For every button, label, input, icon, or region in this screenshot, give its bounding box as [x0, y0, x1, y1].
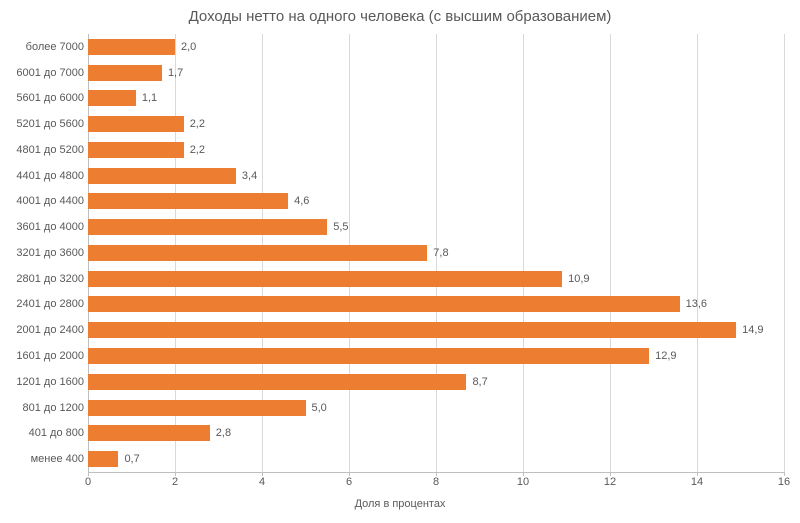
- bar: [88, 271, 562, 287]
- bar-value-label: 0,7: [118, 451, 139, 467]
- bar-row: 13,6: [88, 296, 784, 312]
- bar: [88, 65, 162, 81]
- y-category-label: 6001 до 7000: [4, 65, 84, 81]
- bar-row: 3,4: [88, 168, 784, 184]
- bar-value-label: 2,0: [175, 39, 196, 55]
- bar: [88, 296, 680, 312]
- bar-row: 14,9: [88, 322, 784, 338]
- x-tick-label: 0: [85, 476, 91, 488]
- y-category-label: 1601 до 2000: [4, 348, 84, 364]
- bar-value-label: 4,6: [288, 193, 309, 209]
- bar-row: 5,5: [88, 219, 784, 235]
- bar-row: 4,6: [88, 193, 784, 209]
- y-category-label: 3201 до 3600: [4, 245, 84, 261]
- y-category-label: 2001 до 2400: [4, 322, 84, 338]
- x-axis-label: Доля в процентах: [0, 498, 800, 510]
- y-category-label: менее 400: [4, 451, 84, 467]
- bar: [88, 90, 136, 106]
- bar-value-label: 3,4: [236, 168, 257, 184]
- bar-row: 5,0: [88, 400, 784, 416]
- chart-title: Доходы нетто на одного человека (с высши…: [0, 8, 800, 25]
- bar: [88, 425, 210, 441]
- y-category-label: 5601 до 6000: [4, 90, 84, 106]
- bar-value-label: 5,5: [327, 219, 348, 235]
- bar: [88, 322, 736, 338]
- bar-value-label: 14,9: [736, 322, 763, 338]
- y-category-label: 4401 до 4800: [4, 168, 84, 184]
- y-category-label: более 7000: [4, 39, 84, 55]
- bar-row: 7,8: [88, 245, 784, 261]
- bar-value-label: 5,0: [306, 400, 327, 416]
- bar-row: 10,9: [88, 271, 784, 287]
- bar-row: 8,7: [88, 374, 784, 390]
- bar-row: 2,2: [88, 116, 784, 132]
- x-tick-label: 10: [517, 476, 529, 488]
- x-tick-label: 4: [259, 476, 265, 488]
- bar: [88, 142, 184, 158]
- bar-value-label: 1,1: [136, 90, 157, 106]
- bar: [88, 374, 466, 390]
- y-category-label: 3601 до 4000: [4, 219, 84, 235]
- bar-row: 1,7: [88, 65, 784, 81]
- bar: [88, 39, 175, 55]
- plot-area: 2,0 1,7 1,1 2,2 2,2 3,4 4,6 5,5 7,8 10,9 13,6 14,9 1…: [88, 34, 784, 473]
- x-tick-label: 2: [172, 476, 178, 488]
- bar: [88, 451, 118, 467]
- bar-value-label: 7,8: [427, 245, 448, 261]
- bar-row: 2,8: [88, 425, 784, 441]
- x-tick-label: 14: [691, 476, 703, 488]
- x-tick-label: 8: [433, 476, 439, 488]
- x-tick-label: 6: [346, 476, 352, 488]
- bar-value-label: 12,9: [649, 348, 676, 364]
- bar: [88, 245, 427, 261]
- bar: [88, 219, 327, 235]
- bar-row: 2,2: [88, 142, 784, 158]
- income-chart: Доходы нетто на одного человека (с высши…: [0, 0, 800, 523]
- grid-line: [784, 34, 785, 472]
- x-tick-label: 12: [604, 476, 616, 488]
- y-category-label: 1201 до 1600: [4, 374, 84, 390]
- bar-value-label: 2,2: [184, 116, 205, 132]
- y-category-label: 4001 до 4400: [4, 193, 84, 209]
- bar: [88, 116, 184, 132]
- y-category-label: 2401 до 2800: [4, 296, 84, 312]
- x-tick-label: 16: [778, 476, 790, 488]
- y-category-label: 801 до 1200: [4, 400, 84, 416]
- bar: [88, 168, 236, 184]
- bar: [88, 193, 288, 209]
- bar: [88, 400, 306, 416]
- bar-value-label: 1,7: [162, 65, 183, 81]
- bar-row: 0,7: [88, 451, 784, 467]
- bar-value-label: 8,7: [466, 374, 487, 390]
- y-category-label: 2801 до 3200: [4, 271, 84, 287]
- bar-row: 2,0: [88, 39, 784, 55]
- bar-value-label: 2,8: [210, 425, 231, 441]
- y-category-label: 5201 до 5600: [4, 116, 84, 132]
- bar-value-label: 13,6: [680, 296, 707, 312]
- y-category-label: 4801 до 5200: [4, 142, 84, 158]
- bar-row: 1,1: [88, 90, 784, 106]
- bar-row: 12,9: [88, 348, 784, 364]
- bar: [88, 348, 649, 364]
- bar-value-label: 10,9: [562, 271, 589, 287]
- y-category-label: 401 до 800: [4, 425, 84, 441]
- bar-value-label: 2,2: [184, 142, 205, 158]
